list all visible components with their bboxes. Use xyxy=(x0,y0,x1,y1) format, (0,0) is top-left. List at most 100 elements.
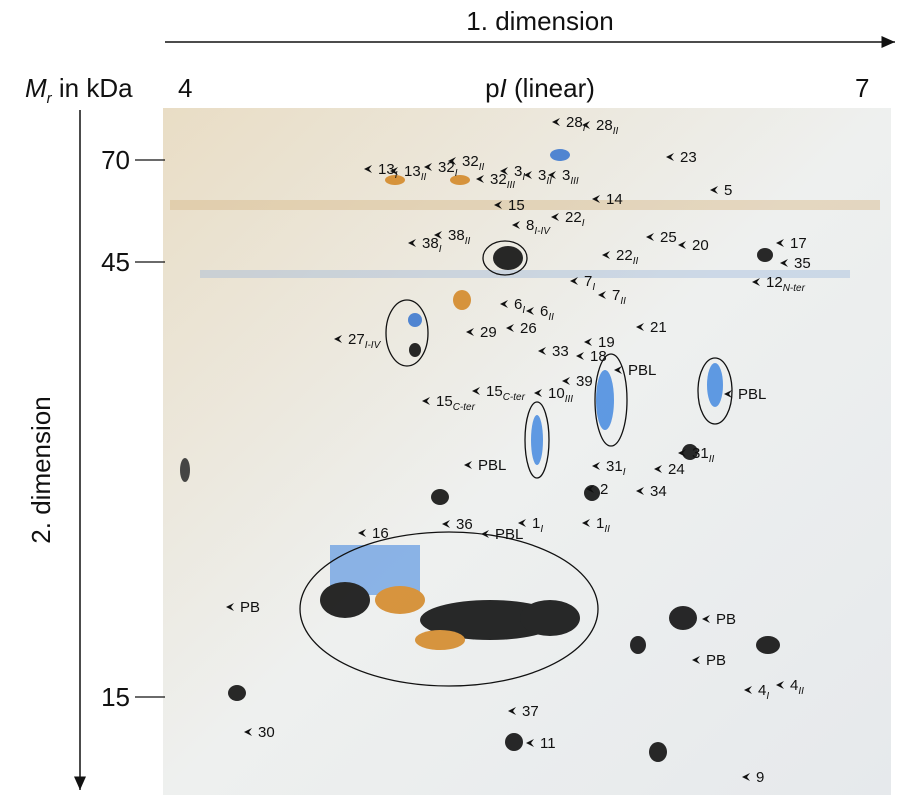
spot-label: 5 xyxy=(724,182,732,199)
spot-arrow xyxy=(576,352,584,360)
spot-label: 11 xyxy=(540,735,556,752)
spot-label: 38I xyxy=(422,235,442,255)
spot-label: 38II xyxy=(448,227,470,247)
spot-label: 4II xyxy=(790,677,804,697)
spot-arrow xyxy=(592,462,600,470)
spot-arrow xyxy=(702,615,710,623)
spot-arrow xyxy=(422,397,430,405)
spot-arrow xyxy=(584,338,592,346)
spot-label: 22I xyxy=(565,209,585,229)
spot-arrow xyxy=(358,529,366,537)
spot-label: 16 xyxy=(372,525,389,542)
spot-label: 22II xyxy=(616,247,638,267)
spot-label: 3I xyxy=(514,163,525,183)
spot-label: 3III xyxy=(562,167,579,187)
spot-label: 30 xyxy=(258,724,275,741)
spot-arrow xyxy=(526,739,534,747)
spot-arrow xyxy=(678,449,686,457)
spot-arrow xyxy=(408,239,416,247)
spot-label: 29 xyxy=(480,324,497,341)
spot-arrow xyxy=(226,603,234,611)
spot-label: 27I-IV xyxy=(348,331,382,351)
spot-arrow xyxy=(512,221,520,229)
spot-label: 15 xyxy=(508,197,525,214)
spot-arrow xyxy=(466,328,474,336)
spot-arrow xyxy=(646,233,654,241)
spot-arrow xyxy=(494,201,502,209)
spot-label: 39 xyxy=(576,373,593,390)
spot-label: 34 xyxy=(650,483,667,500)
gel xyxy=(163,108,891,795)
spot-arrow xyxy=(538,347,546,355)
spot-arrow xyxy=(776,681,784,689)
spot-arrow xyxy=(334,335,342,343)
spot-arrow xyxy=(524,171,532,179)
spot-label: 6II xyxy=(540,303,554,323)
spot-arrow xyxy=(776,239,784,247)
spot-label: PB xyxy=(706,652,726,669)
spot-arrow xyxy=(582,519,590,527)
spot-arrow xyxy=(614,366,622,374)
spot-arrow xyxy=(562,377,570,385)
spot-label: 1I xyxy=(532,515,543,535)
spot-label: 1II xyxy=(596,515,610,535)
spot-arrow xyxy=(508,707,516,715)
spot-arrow xyxy=(586,485,594,493)
spot-arrow xyxy=(744,686,752,694)
spot-label: 37 xyxy=(522,703,539,720)
mw-label: 70 xyxy=(101,145,130,175)
spot-arrow xyxy=(448,157,456,165)
spot-arrow xyxy=(636,487,644,495)
spot-label: PB xyxy=(240,599,260,616)
dimension1: 1. dimension xyxy=(466,6,613,36)
spot-arrow xyxy=(464,461,472,469)
spot-arrow xyxy=(678,241,686,249)
spot-arrow xyxy=(534,389,542,397)
spot-label: 13I xyxy=(378,161,398,181)
spot-arrow xyxy=(476,175,484,183)
spot-label: 31I xyxy=(606,458,626,478)
spot-label: 32II xyxy=(462,153,484,173)
spot-arrow xyxy=(742,773,750,781)
pi-label: pI (linear) xyxy=(485,73,595,103)
spot-arrow xyxy=(500,300,508,308)
spot-label: 6I xyxy=(514,296,525,316)
mr-label: Mr in kDa xyxy=(25,73,133,107)
spot-label: 13II xyxy=(404,163,426,183)
spot-arrow xyxy=(752,278,760,286)
spot-label: PBL xyxy=(478,457,506,474)
dimension2: 2. dimension xyxy=(26,396,56,543)
spot-label: 23 xyxy=(680,149,697,166)
spot-arrow xyxy=(654,465,662,473)
spot-label: 15C-ter xyxy=(486,383,526,403)
spot-label: 7II xyxy=(612,287,626,307)
spot-arrow xyxy=(434,231,442,239)
spot-label: 14 xyxy=(606,191,623,208)
spot-label: PBL xyxy=(628,362,656,379)
spot-arrow xyxy=(710,186,718,194)
gel-spots xyxy=(170,149,880,762)
spot-arrow xyxy=(582,121,590,129)
spot-label: 21 xyxy=(650,319,667,336)
spot-arrow xyxy=(592,195,600,203)
spot-arrow xyxy=(692,656,700,664)
spot-label: 9 xyxy=(756,769,764,786)
spot-label: 36 xyxy=(456,516,473,533)
pi-start: 4 xyxy=(178,73,192,103)
spot-label: 4I xyxy=(758,682,769,702)
spot-label: PBL xyxy=(495,526,523,543)
spot-arrow xyxy=(364,165,372,173)
mw-label: 15 xyxy=(101,682,130,712)
spot-label: 32I xyxy=(438,159,458,179)
spot-label: 33 xyxy=(552,343,569,360)
spot-label: PB xyxy=(716,611,736,628)
spot-arrow xyxy=(551,213,559,221)
spot-arrow xyxy=(526,307,534,315)
spot-arrow xyxy=(244,728,252,736)
spot-label: 26 xyxy=(520,320,537,337)
spot-label: 24 xyxy=(668,461,685,478)
spot-arrow xyxy=(472,387,480,395)
spot-label: 15C-ter xyxy=(436,393,476,413)
highlight-ellipses xyxy=(299,240,733,687)
